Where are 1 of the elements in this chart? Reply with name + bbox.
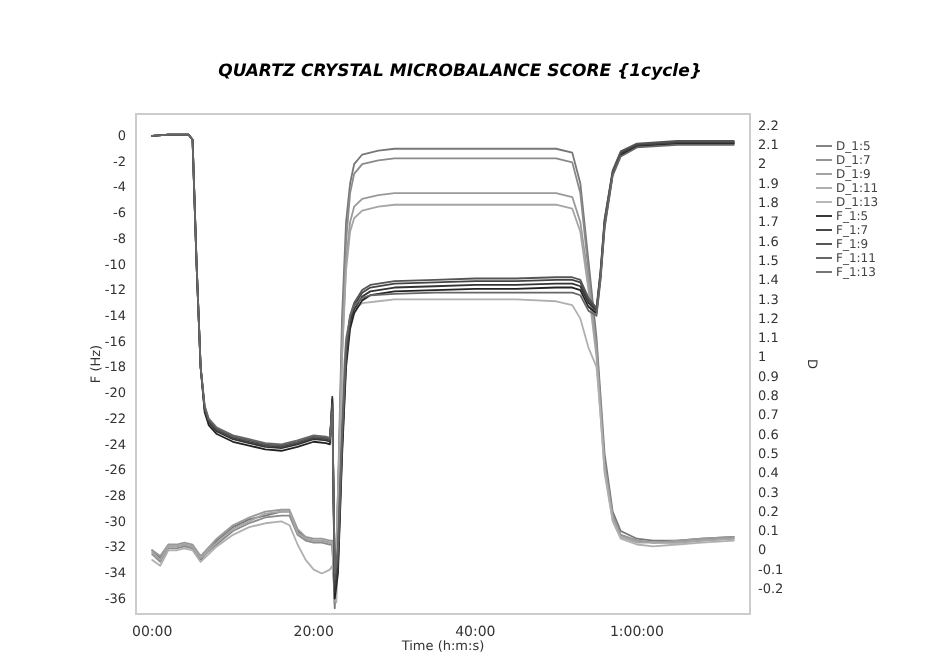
chart-title: QUARTZ CRYSTAL MICROBALANCE SCORE {1cycle} (218, 62, 702, 82)
